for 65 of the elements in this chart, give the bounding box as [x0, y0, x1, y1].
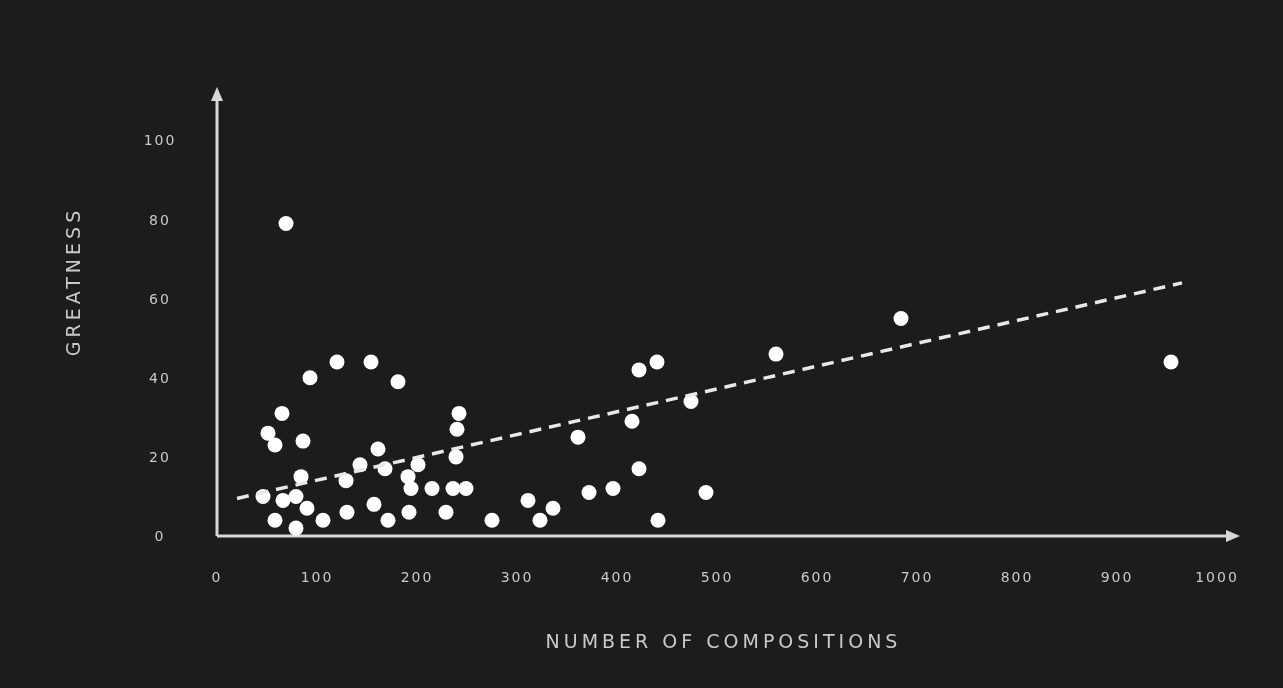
point	[278, 216, 294, 232]
point	[403, 481, 419, 497]
x-axis-title: NUMBER OF COMPOSITIONS	[545, 630, 902, 652]
point	[605, 481, 621, 497]
y-tick-label: 0	[154, 527, 166, 544]
point	[267, 437, 283, 453]
point	[438, 504, 454, 520]
x-tick-label: 400	[600, 568, 634, 585]
point	[649, 354, 665, 370]
point	[329, 354, 345, 370]
point	[339, 504, 355, 520]
point	[449, 421, 465, 437]
point	[520, 492, 536, 508]
point	[532, 512, 548, 528]
y-tick-label: 20	[149, 448, 171, 465]
x-tick-label: 0	[211, 568, 223, 585]
point	[315, 512, 331, 528]
x-tick-label: 900	[1100, 568, 1134, 585]
point	[445, 481, 461, 497]
point	[1163, 354, 1179, 370]
point	[768, 346, 784, 362]
point	[581, 485, 597, 500]
point	[302, 370, 318, 386]
point	[370, 441, 386, 457]
x-tick-label: 1000	[1195, 568, 1239, 585]
x-tick-label: 100	[300, 568, 334, 585]
y-tick-label: 60	[149, 290, 171, 307]
point	[275, 492, 291, 508]
y-tick-label: 40	[149, 369, 171, 386]
point	[893, 310, 909, 326]
x-tick-label: 500	[700, 568, 734, 585]
point	[401, 504, 417, 520]
x-tick-label: 700	[900, 568, 934, 585]
y-tick-label: 100	[143, 132, 177, 149]
point	[295, 433, 311, 449]
point	[299, 500, 315, 516]
point	[267, 512, 283, 528]
point	[366, 496, 382, 512]
point	[390, 374, 406, 390]
point	[484, 512, 500, 528]
point	[650, 512, 666, 528]
point	[260, 425, 276, 441]
point	[631, 461, 647, 477]
x-tick-label: 600	[800, 568, 834, 585]
point	[288, 520, 304, 536]
point	[338, 473, 354, 489]
point	[698, 485, 714, 500]
point	[380, 512, 396, 528]
x-tick-label: 200	[400, 568, 434, 585]
point	[545, 500, 561, 516]
y-axis-title: GREATNESS	[62, 206, 84, 357]
y-tick-label: 80	[149, 211, 171, 228]
x-tick-label: 800	[1000, 568, 1034, 585]
point	[631, 362, 647, 378]
point	[288, 488, 304, 504]
point	[570, 429, 586, 445]
point	[458, 481, 474, 497]
point	[274, 405, 290, 421]
x-tick-label: 300	[500, 568, 534, 585]
point	[448, 449, 464, 465]
point	[624, 413, 640, 429]
point	[451, 405, 467, 421]
point	[363, 354, 379, 370]
point	[424, 481, 440, 497]
point	[410, 457, 426, 473]
